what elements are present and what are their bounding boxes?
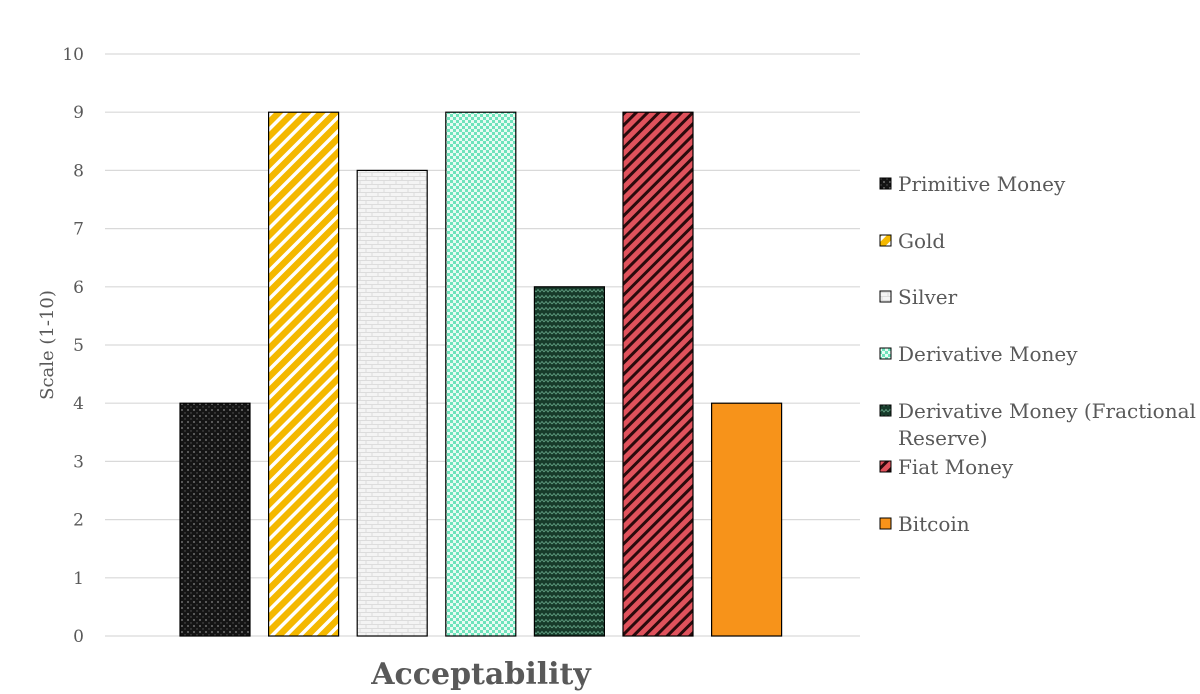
legend-label: Bitcoin [898,512,970,536]
legend-swatch [879,290,892,303]
bar-silver [356,169,428,637]
bars [179,111,783,637]
y-tick-label: 9 [73,103,84,123]
y-tick-label: 7 [73,220,84,240]
bar-derivative-money [445,111,517,637]
legend-item: Derivative Money (Fractional Reserve) [879,399,1196,450]
y-axis-title: Scale (1-10) [37,290,58,400]
legend-label: Primitive Money [898,172,1066,196]
legend-item: Fiat Money [879,455,1014,479]
bar-primitive-money [179,402,251,637]
legend-swatch [879,177,892,190]
bar-fiat-money [622,111,694,637]
legend-swatch [879,234,892,247]
y-tick-label: 3 [73,452,84,472]
legend-swatch [879,517,892,530]
y-tick-label: 4 [73,394,84,414]
legend-swatch [879,460,892,473]
y-tick-label: 1 [73,569,84,589]
legend-item: Derivative Money [879,342,1078,366]
legend-label: Gold [898,229,945,253]
legend-item: Primitive Money [879,172,1066,196]
legend-label: Silver [898,285,958,309]
legend-swatch [879,347,892,360]
legend-item: Silver [879,285,958,309]
x-axis-title: Acceptability [370,657,592,692]
y-axis-ticks: 0 1 2 3 4 5 6 7 8 9 10 [62,45,84,647]
y-tick-label: 0 [73,627,84,647]
y-tick-label: 2 [73,511,84,531]
y-tick-label: 8 [73,161,84,181]
bar-bitcoin [710,402,783,637]
legend: Primitive Money Gold Silver Derivative Mone… [879,172,1196,536]
legend-label: Fiat Money [898,455,1014,479]
bar-derivative-money-fractional-reserve [533,286,606,637]
legend-label: Derivative Money (Fractional Reserve) [898,399,1196,450]
bar-gold [268,111,340,637]
legend-swatch [879,404,892,417]
y-tick-label: 5 [73,336,84,356]
y-tick-label: 10 [62,45,84,65]
legend-item: Bitcoin [879,512,970,536]
legend-item: Gold [879,229,945,253]
legend-label: Derivative Money [898,342,1078,366]
y-tick-label: 6 [73,278,84,298]
